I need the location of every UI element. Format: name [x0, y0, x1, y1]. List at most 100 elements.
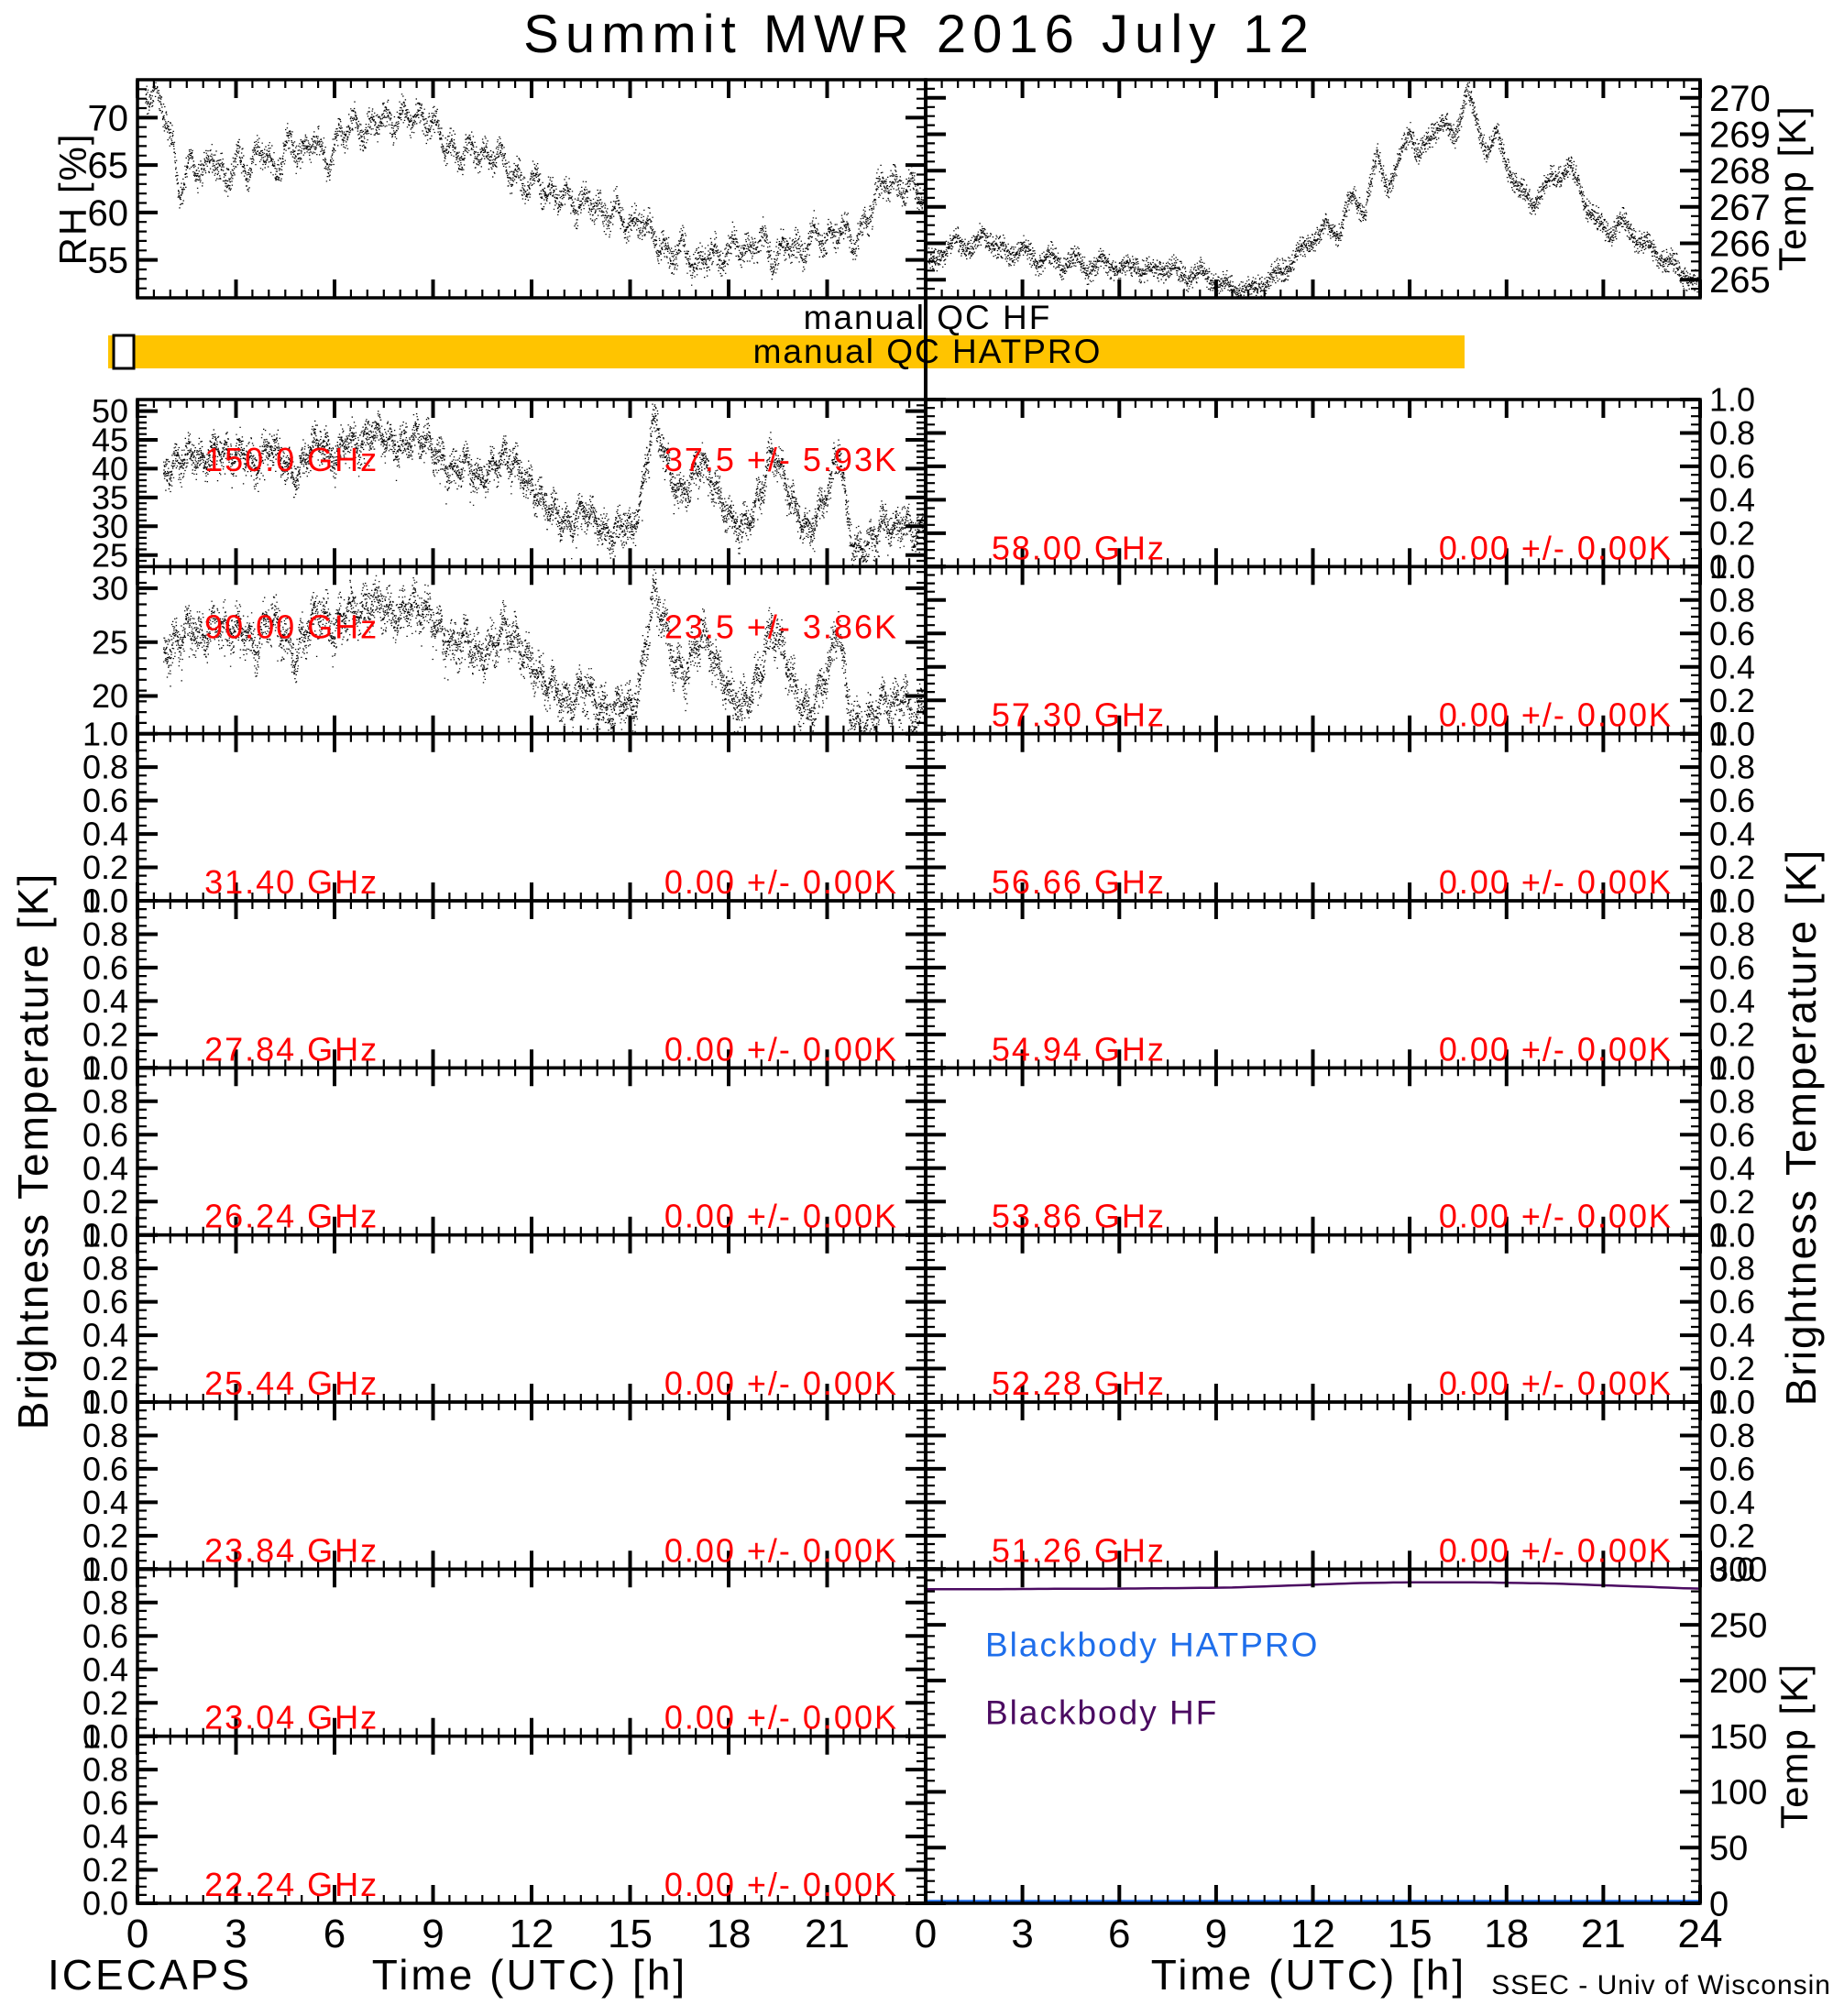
y-tick-label: 0.4	[82, 1149, 128, 1187]
y-tick-label: 0.8	[82, 749, 128, 786]
y-tick-label: 0.0	[1709, 1049, 1755, 1087]
y-tick-label: 0.2	[1709, 849, 1755, 886]
x-tick-label: 12	[510, 1912, 554, 1956]
panel-frequency-label: 31.40 GHz	[204, 863, 379, 901]
y-tick-label: 0.4	[82, 816, 128, 853]
x-tick-label: 9	[1205, 1912, 1227, 1956]
credit-label: SSEC - Univ of Wisconsin	[1491, 1970, 1831, 2000]
minor-ticks	[137, 566, 926, 735]
y-tick-label: 0.8	[1709, 581, 1755, 619]
panel-frequency-label: 25.44 GHz	[204, 1364, 379, 1402]
y-tick-label: 30	[92, 569, 128, 607]
panel-stats-label: 0.00 +/- 0.00K	[1439, 529, 1673, 566]
data-points	[145, 82, 927, 286]
panel-stats-label: 37.5 +/- 5.93K	[664, 441, 898, 478]
y-tick-label: 0.6	[82, 949, 128, 987]
minor-ticks	[137, 78, 926, 300]
qc-hatpro-label: manual QC HATPRO	[752, 333, 1103, 370]
project-label: ICECAPS	[48, 1951, 252, 1999]
y-tick-label: 0.8	[82, 1583, 128, 1621]
y-tick-label: 0.0	[82, 1049, 128, 1087]
y-tick-label: 150	[1709, 1718, 1767, 1757]
y-tick-label: 0.2	[82, 1851, 128, 1889]
y-tick-label: 0.0	[1709, 1550, 1755, 1588]
y-tick-label: 0.6	[1709, 1116, 1755, 1154]
major-ticks	[136, 400, 927, 567]
panel-frequency-label: 150.0 GHz	[204, 441, 379, 478]
y-tick-label: 0.6	[1709, 1451, 1755, 1488]
y-tick-label: 0.4	[1709, 982, 1755, 1020]
y-tick-label: 0.6	[82, 1451, 128, 1488]
x-tick-label: 21	[805, 1912, 850, 1956]
panel-frequency-label: 56.66 GHz	[992, 863, 1166, 901]
page-title: Summit MWR 2016 July 12	[523, 5, 1315, 64]
y-tick-label: 1.0	[1709, 715, 1755, 752]
y-tick-label: 1.0	[82, 1717, 128, 1755]
panel-stats-label: 0.00 +/- 0.00K	[664, 1699, 898, 1737]
panel-stats-label: 0.00 +/- 0.00K	[664, 1531, 898, 1569]
y-tick-label: 0.6	[1709, 615, 1755, 652]
y-tick-label: 70	[88, 98, 129, 138]
y-tick-label: 0.0	[1709, 1384, 1755, 1421]
y-tick-label: 50	[1709, 1830, 1748, 1868]
panel-stats-label: 0.00 +/- 0.00K	[1439, 696, 1673, 734]
panel-stats-label: 0.00 +/- 0.00K	[1439, 863, 1673, 901]
panel-stats-label: 0.00 +/- 0.00K	[664, 1198, 898, 1235]
y-tick-label: 45	[92, 422, 128, 459]
x-tick-label: 3	[225, 1912, 247, 1956]
panel-frequency-label: 90.00 GHz	[204, 608, 379, 645]
panel-stats-label: 0.00 +/- 0.00K	[664, 863, 898, 901]
y-tick-label: 0.6	[82, 1617, 128, 1655]
x-tick-label: 12	[1290, 1912, 1335, 1956]
y-tick-label: 0.0	[82, 1885, 128, 1923]
panel-frequency-label: 27.84 GHz	[204, 1030, 379, 1068]
x-tick-label: 21	[1581, 1912, 1626, 1956]
y-tick-label: 268	[1709, 151, 1771, 192]
panel-stats-label: 0.00 +/- 0.00K	[664, 1030, 898, 1068]
qc-hatpro-bar	[108, 335, 1465, 368]
major-ticks	[924, 1567, 1702, 1905]
y-tick-label: 0.0	[82, 1717, 128, 1755]
y-tick-label: 0.4	[82, 1650, 128, 1688]
y-tick-label: 0.8	[1709, 915, 1755, 953]
x-tick-label: 15	[608, 1912, 653, 1956]
panel-stats-label: 0.00 +/- 0.00K	[1439, 1198, 1673, 1235]
panel-stats-label: 0.00 +/- 0.00K	[1439, 1531, 1673, 1569]
x-tick-label: 24	[1678, 1912, 1723, 1956]
panel-frequency-label: 52.28 GHz	[992, 1364, 1166, 1402]
y-tick-label: 0.8	[1709, 1082, 1755, 1120]
y-tick-label: 269	[1709, 115, 1771, 156]
y-tick-label: 0.0	[82, 1216, 128, 1254]
y-tick-label: 0.6	[1709, 949, 1755, 987]
y-tick-label: 1.0	[1709, 1049, 1755, 1087]
y-tick-label: 1.0	[1709, 882, 1755, 920]
y-tick-label: 0.0	[1709, 548, 1755, 586]
x-tick-label: 3	[1011, 1912, 1033, 1956]
y-tick-label: 1.0	[82, 1216, 128, 1254]
x-tick-label: 18	[707, 1912, 752, 1956]
y-tick-label: 0.4	[82, 1317, 128, 1354]
y-tick-label: 0.0	[82, 882, 128, 920]
panel-frequency-label: 26.24 GHz	[204, 1198, 379, 1235]
panel-frequency-label: 23.84 GHz	[204, 1531, 379, 1569]
y-tick-label: 0.2	[1709, 514, 1755, 552]
y-tick-label: 0.8	[1709, 1417, 1755, 1454]
y-tick-label: 1.0	[82, 1550, 128, 1588]
y-tick-label: 0.4	[82, 1484, 128, 1521]
y-tick-label: 25	[92, 536, 128, 574]
major-ticks	[136, 80, 927, 298]
y-tick-label: 0.4	[82, 1818, 128, 1856]
y-tick-label: 0.0	[1709, 1216, 1755, 1254]
y-tick-label: 55	[88, 241, 129, 281]
y-tick-label: 0.6	[1709, 1283, 1755, 1320]
y-tick-label: 0.4	[82, 982, 128, 1020]
xaxis-title-right: Time (UTC) [h]	[1150, 1951, 1467, 1999]
data-points	[163, 569, 927, 733]
y-tick-label: 267	[1709, 188, 1771, 228]
right-axis-title: Brightness Temperature [K]	[1777, 848, 1825, 1407]
temp-blackbody-axis-title: Temp [K]	[1773, 1662, 1816, 1829]
y-tick-label: 20	[92, 677, 128, 715]
qc-hatpro-bar-gap	[112, 334, 136, 370]
